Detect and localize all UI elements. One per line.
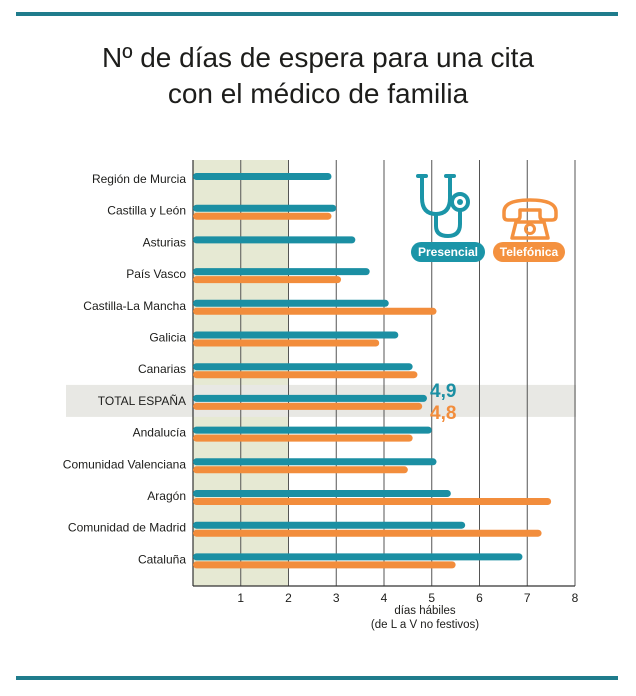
category-label: Galicia bbox=[149, 331, 186, 345]
legend-telefonica: Telefónica bbox=[493, 242, 565, 262]
category-label: Asturias bbox=[143, 235, 186, 249]
page-title: Nº de días de espera para una cita con e… bbox=[0, 40, 636, 112]
bar-presencial bbox=[193, 458, 437, 466]
legend-presencial: Presencial bbox=[411, 242, 485, 262]
category-label: Comunidad de Madrid bbox=[68, 521, 186, 535]
bar-presencial bbox=[193, 426, 432, 434]
category-label: Canarias bbox=[138, 362, 186, 376]
data-label-telefonica: 4,8 bbox=[430, 403, 456, 424]
bottom-rule bbox=[16, 676, 618, 680]
bar-telefonica bbox=[193, 402, 423, 410]
stethoscope-icon bbox=[416, 174, 470, 239]
bar-presencial bbox=[193, 236, 356, 244]
category-label: Castilla-La Mancha bbox=[83, 299, 186, 313]
data-label-presencial: 4,9 bbox=[430, 381, 456, 402]
x-tick-label: 7 bbox=[524, 591, 531, 605]
x-tick-label: 6 bbox=[476, 591, 483, 605]
category-label: TOTAL ESPAÑA bbox=[98, 394, 186, 408]
bar-telefonica bbox=[193, 339, 380, 347]
bar-telefonica bbox=[193, 212, 332, 220]
bar-telefonica bbox=[193, 434, 413, 442]
category-label: Región de Murcia bbox=[92, 172, 186, 186]
bar-presencial bbox=[193, 299, 389, 307]
x-axis-label-line-2: (de L a V no festivos) bbox=[370, 619, 480, 631]
bar-presencial bbox=[193, 204, 337, 212]
category-label: Castilla y León bbox=[107, 204, 186, 218]
x-tick-label: 4 bbox=[381, 591, 388, 605]
x-tick-label: 8 bbox=[572, 591, 579, 605]
title-line-2: con el médico de familia bbox=[167, 78, 469, 109]
top-rule bbox=[16, 12, 618, 16]
category-label: Cataluña bbox=[138, 552, 186, 566]
x-tick-label: 5 bbox=[428, 591, 435, 605]
bar-presencial bbox=[193, 363, 413, 371]
bar-presencial bbox=[193, 490, 451, 497]
bar-telefonica bbox=[193, 371, 418, 379]
bar-presencial bbox=[193, 553, 523, 561]
bar-telefonica bbox=[193, 529, 542, 537]
bar-presencial bbox=[193, 521, 466, 529]
category-label: Andalucía bbox=[133, 426, 187, 440]
bar-presencial bbox=[193, 268, 370, 276]
bar-telefonica bbox=[193, 276, 342, 284]
bar-presencial bbox=[193, 173, 332, 180]
x-tick-label: 2 bbox=[285, 591, 292, 605]
bar-presencial bbox=[193, 394, 427, 402]
bar-telefonica bbox=[193, 466, 408, 474]
bar-telefonica bbox=[193, 561, 456, 569]
telephone-icon bbox=[502, 198, 558, 240]
category-label: Aragón bbox=[147, 489, 186, 503]
title-line-1: Nº de días de espera para una cita bbox=[101, 42, 535, 73]
x-tick-label: 1 bbox=[237, 591, 244, 605]
x-tick-label: 3 bbox=[333, 591, 340, 605]
x-axis-label-line-1: días hábiles bbox=[394, 605, 456, 617]
bar-presencial bbox=[193, 331, 399, 339]
bar-telefonica bbox=[193, 498, 552, 505]
x-axis-label: días hábiles (de L a V no festivos) bbox=[340, 604, 510, 632]
category-label: Comunidad Valenciana bbox=[63, 457, 187, 471]
category-label: País Vasco bbox=[126, 267, 186, 281]
bar-telefonica bbox=[193, 307, 437, 315]
